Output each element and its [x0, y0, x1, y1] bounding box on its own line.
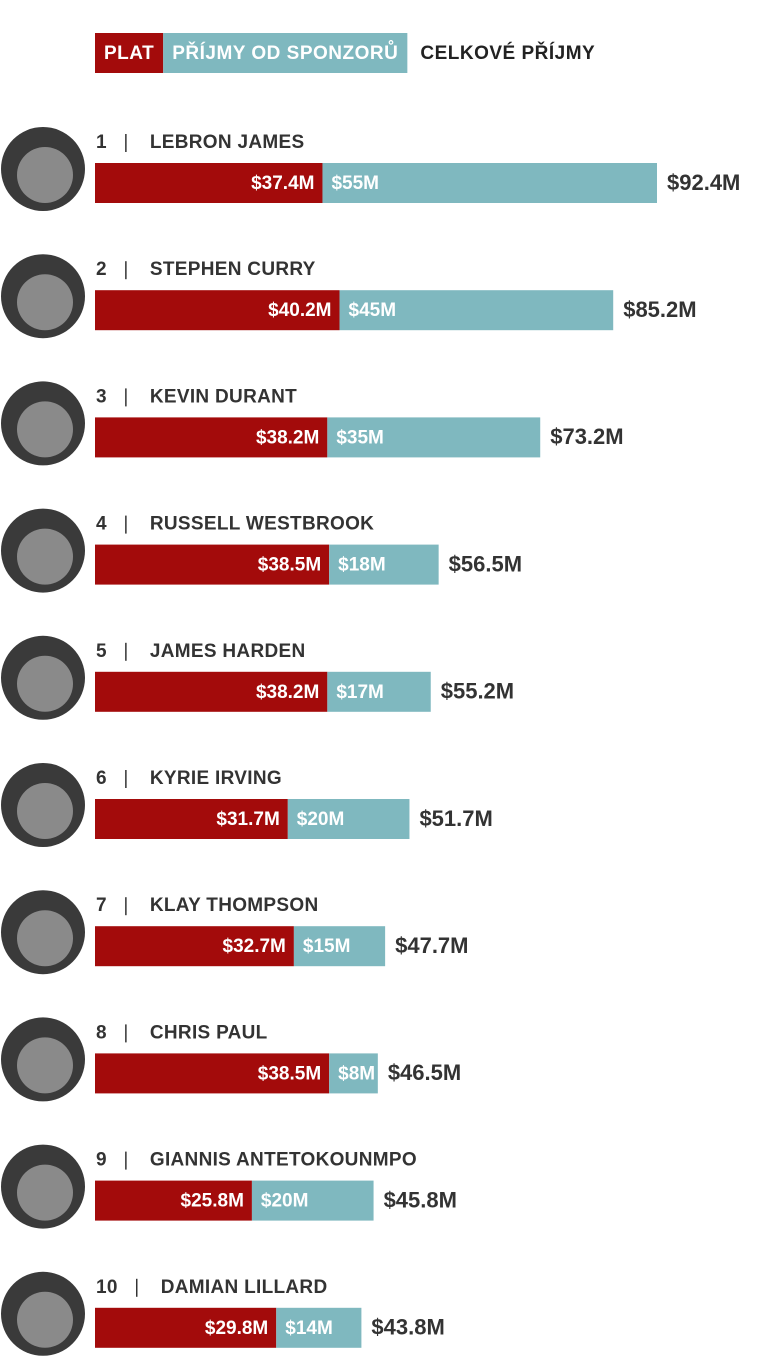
value-label: $18M	[338, 555, 386, 576]
legend: PLAT PŘÍJMY OD SPONZORŮ CELKOVÉ PŘÍJMY	[95, 33, 595, 73]
bar-segment	[293, 926, 386, 967]
player-photo-face	[17, 655, 73, 712]
bar-segment	[287, 799, 410, 839]
total-label: $56.5M	[449, 551, 522, 576]
legend-label: PŘÍJMY OD SPONZORŮ	[172, 41, 398, 64]
rank: 7	[96, 895, 107, 916]
total-label: $73.2M	[550, 424, 623, 449]
rank: 6	[96, 768, 107, 789]
value-label: $38.2M	[256, 682, 319, 703]
rank: 8	[96, 1022, 107, 1043]
total-label: $46.5M	[388, 1060, 461, 1085]
player-name: KYRIE IRVING	[150, 768, 282, 789]
bar-segment	[95, 1307, 277, 1348]
value-label: $55M	[331, 173, 379, 194]
value-label: $32.7M	[223, 936, 286, 957]
player-photo-face	[17, 528, 73, 585]
value-label: $14M	[285, 1318, 333, 1339]
total-label: $47.7M	[395, 933, 468, 958]
bar-segment	[251, 1180, 374, 1221]
rank: 1	[96, 132, 107, 153]
rows: 1 LEBRON JAMES $37.4M $55M $92.4M 2 STEPHEN CU…	[1, 127, 740, 1356]
bar-segment	[95, 163, 323, 203]
value-label: $25.8M	[181, 1191, 244, 1212]
player-name: KLAY THOMPSON	[150, 895, 319, 916]
value-label: $20M	[297, 809, 345, 830]
total-label: $85.2M	[623, 297, 696, 322]
bar-segment	[95, 417, 328, 458]
value-label: $35M	[336, 427, 384, 448]
player-name: RUSSELL WESTBROOK	[150, 514, 374, 535]
rank: 10	[96, 1277, 118, 1298]
player-photo-face	[17, 783, 73, 839]
bar-segment	[327, 417, 541, 458]
legend-swatch	[95, 33, 164, 73]
legend-label: PLAT	[104, 43, 154, 64]
value-label: $8M	[338, 1063, 375, 1084]
player-name: KEVIN DURANT	[150, 386, 297, 407]
value-label: $20M	[261, 1191, 309, 1212]
rank: 9	[96, 1150, 107, 1171]
value-label: $31.7M	[216, 809, 279, 830]
bar-segment	[327, 671, 431, 712]
bar-segment	[95, 544, 330, 585]
legend-swatch	[163, 33, 408, 73]
player-name: STEPHEN CURRY	[150, 259, 316, 280]
value-label: $29.8M	[205, 1318, 268, 1339]
value-label: $38.2M	[256, 427, 319, 448]
rank: 5	[96, 641, 107, 662]
bar-segment	[339, 290, 614, 331]
player-name: JAMES HARDEN	[150, 641, 306, 662]
total-label: $43.8M	[371, 1315, 444, 1340]
total-label: $55.2M	[441, 679, 514, 704]
bar-segment	[95, 671, 328, 712]
player-photo-face	[17, 401, 73, 458]
bar-segment	[329, 1053, 378, 1094]
player-name: LEBRON JAMES	[150, 132, 305, 153]
rank: 2	[96, 259, 107, 280]
value-label: $17M	[336, 682, 384, 703]
bar-segment	[322, 163, 657, 203]
bar-segment	[95, 1053, 330, 1094]
player-photo-face	[17, 1037, 73, 1094]
value-label: $37.4M	[251, 173, 314, 194]
bar-segment	[95, 290, 340, 331]
player-photo-face	[17, 1164, 73, 1221]
value-label: $15M	[303, 936, 351, 957]
value-label: $40.2M	[268, 300, 331, 321]
total-label: $51.7M	[419, 806, 492, 831]
player-photo-face	[17, 147, 73, 203]
player-photo-face	[17, 910, 73, 967]
value-label: $45M	[349, 300, 397, 321]
rank: 4	[96, 514, 107, 535]
bar-segment	[95, 1180, 252, 1221]
value-label: $38.5M	[258, 1063, 321, 1084]
bar-segment	[276, 1307, 362, 1348]
rank: 3	[96, 386, 107, 407]
bar-segment	[95, 926, 294, 967]
value-label: $38.5M	[258, 555, 321, 576]
legend-label: CELKOVÉ PŘÍJMY	[420, 42, 595, 64]
total-label: $45.8M	[384, 1187, 457, 1212]
total-label: $92.4M	[667, 170, 740, 195]
player-photo-face	[17, 274, 73, 331]
player-photo-face	[17, 1291, 73, 1348]
player-name: DAMIAN LILLARD	[161, 1277, 328, 1298]
bar-segment	[95, 799, 288, 839]
player-name: CHRIS PAUL	[150, 1022, 268, 1043]
player-name: GIANNIS ANTETOKOUNMPO	[150, 1150, 417, 1171]
bar-segment	[329, 544, 439, 585]
